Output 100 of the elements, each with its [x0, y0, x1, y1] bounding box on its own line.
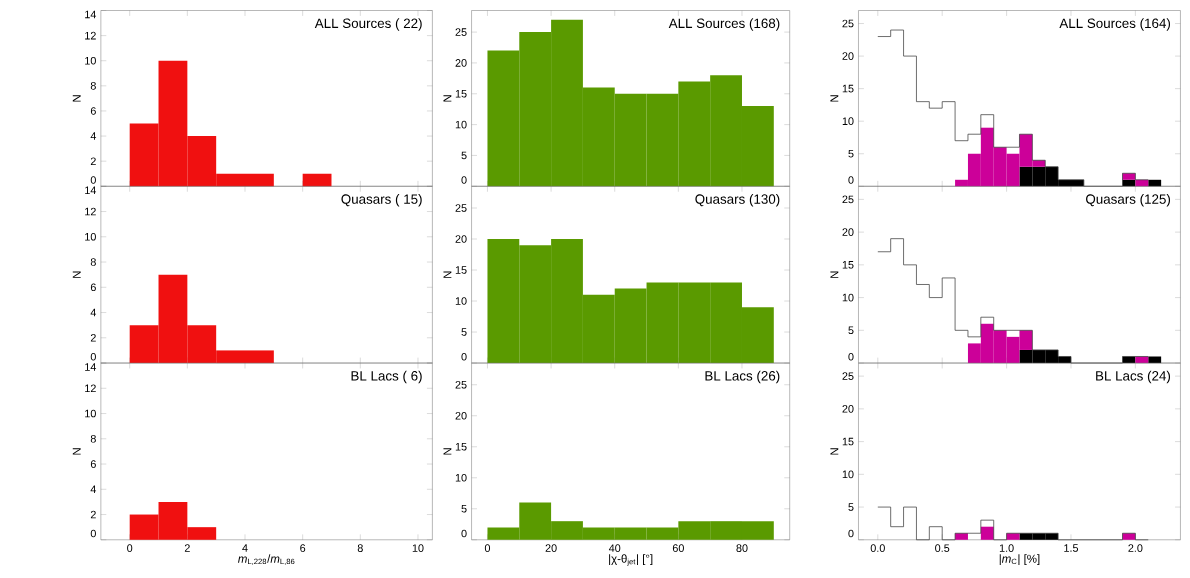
y-tick-label: 15 [842, 84, 854, 93]
y-axis-title: N [830, 448, 839, 455]
bar [1148, 356, 1162, 364]
x-tick-label: 40 [608, 544, 621, 552]
y-tick-label: 2 [90, 334, 96, 342]
y-tick-label: 5 [848, 326, 854, 335]
y-tick-label: 6 [90, 283, 96, 292]
y-tick-label: 4 [90, 485, 97, 494]
y-tick-label: 0 [848, 176, 854, 184]
y-tick-label: 25 [842, 372, 854, 380]
y-tick-label: 12 [85, 207, 96, 216]
y-tick-label: 2 [90, 157, 96, 165]
y-tick-label: 15 [842, 437, 854, 446]
x-axis-title: m$_{L,228}$/m$_{L,86}$ [238, 554, 295, 566]
annotation: Quasars (125) [1086, 194, 1171, 207]
x-tick-label: 60 [672, 544, 684, 552]
y-axis-title: N [830, 271, 839, 278]
y-tick-label: 6 [90, 107, 96, 115]
x-tick-label: 20 [545, 544, 557, 552]
y-tick-label: 20 [842, 52, 854, 60]
bar [1148, 179, 1162, 187]
x-tick-label: 1.0 [999, 544, 1014, 552]
y-tick-label: 25 [842, 195, 854, 204]
annotation: BL Lacs (26) [705, 370, 780, 384]
y-axis-title: N [830, 95, 839, 102]
y-axis-title: N [443, 95, 452, 102]
x-tick-label: 10 [412, 544, 424, 552]
y-tick-label: 8 [90, 82, 96, 90]
y-tick-label: 10 [455, 120, 467, 129]
y-tick-label: 14 [85, 186, 97, 194]
x-tick-label: 6 [300, 544, 306, 552]
y-tick-label: 0 [461, 529, 467, 538]
annotation: ALL Sources (168) [668, 18, 780, 31]
y-axis-title: N [72, 448, 81, 455]
y-tick-label: 0 [90, 176, 96, 184]
y-tick-label: 10 [85, 232, 96, 241]
y-tick-label: 10 [455, 297, 467, 305]
y-tick-label: 10 [842, 470, 854, 479]
annotation: ALL Sources ( 22) [314, 18, 422, 31]
y-tick-label: 5 [461, 151, 467, 160]
y-tick-label: 15 [455, 89, 467, 98]
y-axis-title: N [72, 271, 81, 278]
annotation: Quasars (130) [695, 194, 780, 207]
y-tick-label: 25 [455, 28, 467, 36]
y-tick-label: 15 [455, 442, 467, 451]
y-tick-label: 20 [455, 411, 467, 420]
x-tick-label: 0 [127, 544, 133, 552]
y-tick-label: 2 [90, 510, 96, 519]
y-tick-label: 6 [90, 460, 96, 468]
y-tick-label: 0 [848, 529, 854, 538]
y-tick-label: 10 [455, 473, 467, 482]
annotation: ALL Sources (164) [1059, 18, 1171, 31]
y-tick-label: 8 [90, 434, 96, 443]
y-tick-label: 25 [842, 19, 854, 28]
annotation: BL Lacs (24) [1096, 370, 1171, 384]
x-tick-label: 2 [184, 544, 190, 552]
y-axis-title: N [443, 448, 452, 455]
y-tick-label: 4 [90, 132, 97, 140]
y-tick-label: 4 [90, 308, 97, 317]
y-tick-label: 0 [461, 352, 467, 361]
x-tick-label: 8 [357, 544, 363, 552]
x-tick-label: 0.0 [870, 544, 885, 552]
y-tick-label: 10 [842, 117, 854, 126]
y-tick-label: 10 [85, 409, 96, 418]
y-tick-label: 12 [85, 384, 96, 393]
annotation: BL Lacs ( 6) [351, 370, 422, 384]
x-axis-title: |m$_{C}$| [%] [999, 554, 1040, 566]
y-tick-label: 20 [842, 405, 854, 413]
x-tick-label: 0 [484, 544, 491, 552]
x-tick-label: 80 [736, 544, 748, 552]
x-tick-label: 1.5 [1064, 544, 1079, 552]
annotation: Quasars ( 15) [341, 194, 422, 207]
y-tick-label: 15 [455, 266, 467, 274]
y-tick-label: 0 [90, 529, 96, 538]
y-tick-label: 14 [85, 363, 97, 371]
x-axis-title: |χ-θ$_{jet}$| [°] [609, 554, 653, 566]
y-tick-label: 25 [455, 204, 467, 212]
y-tick-label: 10 [842, 293, 854, 302]
x-tick-label: 0.5 [935, 544, 950, 552]
y-tick-label: 5 [848, 149, 854, 158]
y-tick-label: 5 [461, 505, 467, 513]
y-tick-label: 20 [842, 228, 854, 236]
y-tick-label: 8 [90, 258, 96, 266]
y-axis-title: N [443, 271, 452, 278]
y-tick-label: 20 [455, 59, 467, 67]
y-tick-label: 10 [85, 56, 96, 65]
x-tick-label: 2.0 [1128, 544, 1143, 552]
y-tick-label: 15 [842, 261, 854, 269]
y-tick-label: 14 [85, 10, 97, 19]
y-tick-label: 25 [455, 380, 467, 389]
y-tick-label: 5 [461, 328, 467, 336]
x-tick-label: 4 [242, 544, 248, 552]
bar [1135, 179, 1149, 187]
y-tick-label: 5 [848, 503, 854, 511]
y-tick-label: 0 [848, 352, 854, 361]
y-tick-label: 12 [85, 31, 96, 40]
y-tick-label: 0 [461, 176, 467, 184]
y-tick-label: 20 [455, 235, 467, 243]
y-axis-title: N [72, 95, 81, 102]
y-tick-label: 0 [90, 352, 96, 361]
